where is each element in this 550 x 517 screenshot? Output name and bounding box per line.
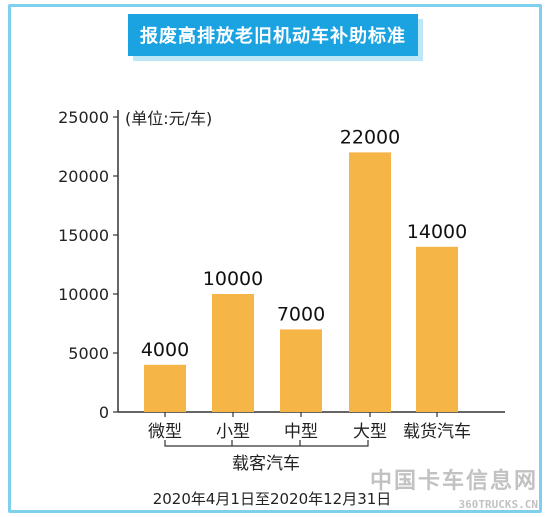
group-bracket	[164, 440, 369, 447]
y-tick-label: 10000	[58, 285, 109, 304]
unit-label: (单位:元/车)	[125, 109, 212, 128]
bars	[144, 152, 458, 412]
x-tick-label: 小型	[216, 422, 250, 442]
x-tick-labels: 微型 小型 中型 大型 载货汽车	[148, 412, 471, 442]
x-tick-label: 载货汽车	[403, 422, 471, 442]
watermark-url: 360TRUCKS.CN	[458, 498, 538, 511]
date-range: 2020年4月1日至2020年12月31日	[153, 490, 392, 508]
bar	[416, 246, 458, 412]
watermark-text: 中国卡车信息网	[369, 469, 538, 494]
bar-value-label: 14000	[407, 221, 467, 243]
y-ticks: 0 5000 10000 15000 20000 25000	[58, 108, 118, 422]
x-tick-label: 中型	[284, 422, 318, 442]
bar-value-label: 10000	[203, 268, 263, 290]
bar	[144, 364, 186, 412]
x-tick-label: 微型	[148, 422, 182, 442]
bar-value-label: 4000	[141, 339, 189, 361]
bar-value-label: 7000	[277, 303, 325, 325]
y-tick-label: 0	[99, 403, 109, 422]
bar	[349, 152, 391, 412]
x-tick-label: 大型	[353, 422, 387, 442]
chart-frame	[8, 4, 542, 513]
bar	[280, 329, 322, 412]
bar-value-label: 22000	[340, 126, 400, 148]
y-tick-label: 5000	[68, 344, 109, 363]
data-labels: 4000 10000 7000 22000 14000	[141, 126, 467, 360]
y-tick-label: 25000	[58, 108, 109, 127]
y-tick-label: 20000	[58, 167, 109, 186]
chart-title: 报废高排放老旧机动车补助标准	[128, 14, 418, 56]
bar	[212, 294, 254, 412]
group-label: 载客汽车	[232, 454, 300, 474]
y-tick-label: 15000	[58, 226, 109, 245]
